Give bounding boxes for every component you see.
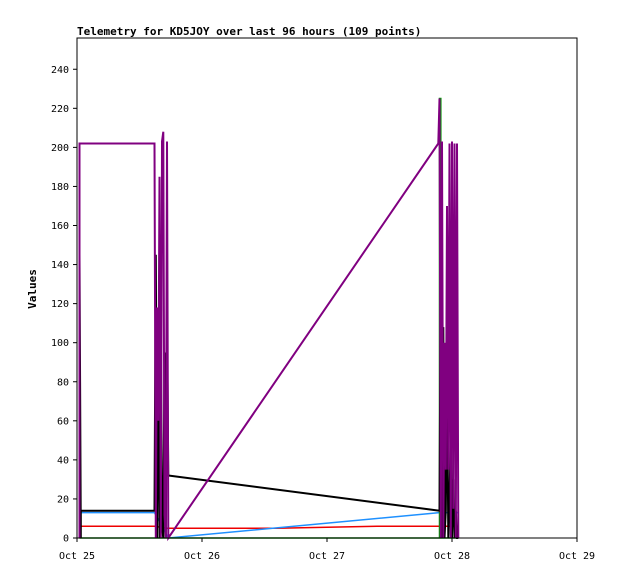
y-tick-label: 120 [51, 299, 69, 310]
y-axis-ticks: 0 20 40 60 80 100 120 140 160 180 200 220 240 [51, 65, 77, 545]
y-tick-label: 140 [51, 260, 69, 271]
y-tick-label: 40 [57, 455, 69, 466]
x-tick-label: Oct 28 [434, 551, 470, 562]
y-tick-label: 160 [51, 221, 69, 232]
y-tick-label: 0 [63, 534, 69, 545]
series-line-2 [79, 511, 459, 539]
y-tick-label: 220 [51, 104, 69, 115]
x-tick-label: Oct 27 [309, 551, 345, 562]
series-line-3 [79, 97, 459, 539]
y-tick-label: 100 [51, 338, 69, 349]
y-tick-label: 240 [51, 65, 69, 76]
y-tick-label: 200 [51, 143, 69, 154]
y-axis-label: Values [26, 269, 39, 309]
series-line-4 [78, 254, 459, 539]
x-axis-ticks: Oct 25 Oct 26 Oct 27 Oct 28 Oct 29 [59, 538, 595, 562]
x-tick-label: Oct 26 [184, 551, 220, 562]
x-tick-label: Oct 29 [559, 551, 595, 562]
plot-frame [76, 37, 578, 539]
y-tick-label: 80 [57, 377, 69, 388]
y-tick-label: 180 [51, 182, 69, 193]
y-tick-label: 20 [57, 494, 69, 505]
y-tick-label: 60 [57, 416, 69, 427]
series-line-5 [78, 98, 460, 542]
x-tick-label: Oct 25 [59, 551, 95, 562]
chart-title: Telemetry for KD5JOY over last 96 hours … [77, 25, 421, 38]
series-layer [78, 97, 460, 542]
